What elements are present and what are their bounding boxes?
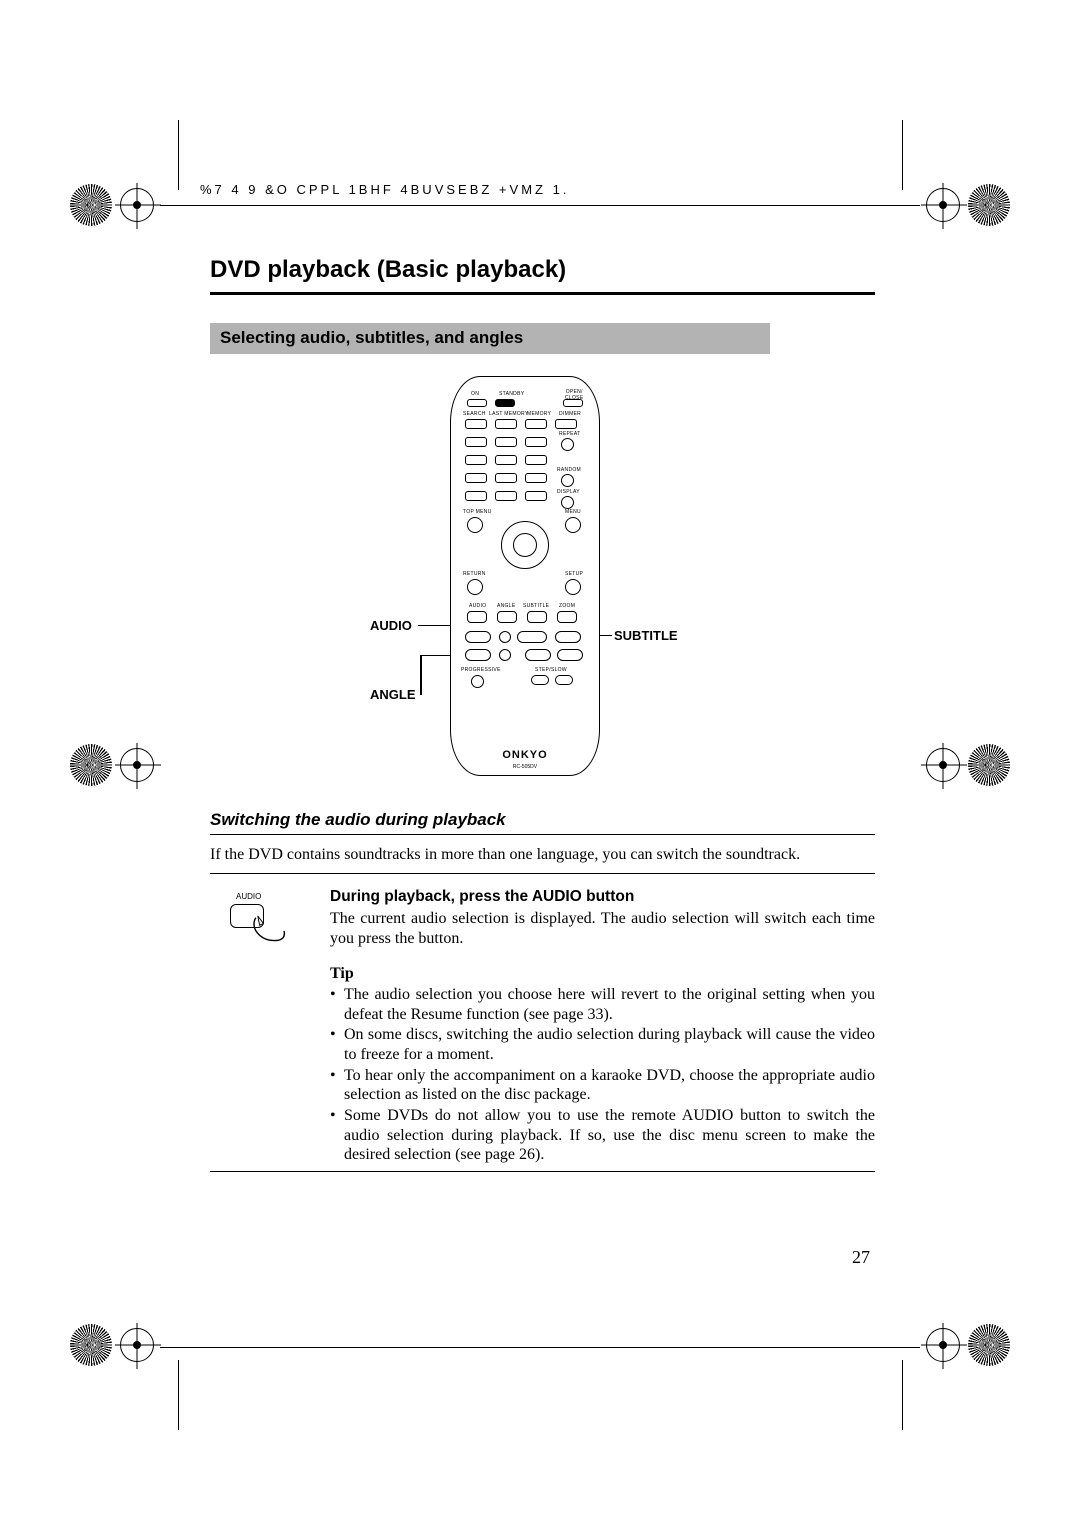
- callout-subtitle: SUBTITLE: [614, 628, 678, 643]
- tip-list: The audio selection you choose here will…: [330, 985, 875, 1165]
- page-title: DVD playback (Basic playback): [210, 256, 875, 284]
- page-number: 27: [852, 1247, 870, 1268]
- remote-model: RC-505DV: [451, 764, 599, 770]
- section-heading: Selecting audio, subtitles, and angles: [210, 323, 770, 354]
- tip-item: Some DVDs do not allow you to use the re…: [330, 1106, 875, 1165]
- step-heading: During playback, press the AUDIO button: [330, 888, 875, 906]
- callout-audio: AUDIO: [370, 618, 412, 633]
- subsection-heading: Switching the audio during playback: [210, 810, 875, 830]
- header-code: %7 4 9 &O CPPL 1BHF 4BUVSEBZ +VMZ 1.: [200, 182, 569, 197]
- audio-button-illustration: AUDIO: [226, 892, 296, 948]
- tip-item: The audio selection you choose here will…: [330, 985, 875, 1024]
- title-rule: [210, 292, 875, 295]
- step-text: The current audio selection is displayed…: [330, 909, 875, 949]
- tip-heading: Tip: [330, 965, 875, 983]
- tip-item: To hear only the accompaniment on a kara…: [330, 1066, 875, 1105]
- remote-illustration: AUDIO SUBTITLE ANGLE ON STANDBY OPEN/ CL…: [210, 372, 875, 802]
- callout-angle: ANGLE: [370, 687, 416, 702]
- tip-item: On some discs, switching the audio selec…: [330, 1025, 875, 1064]
- remote-brand: ONKYO: [451, 749, 599, 761]
- intro-paragraph: If the DVD contains soundtracks in more …: [210, 845, 875, 865]
